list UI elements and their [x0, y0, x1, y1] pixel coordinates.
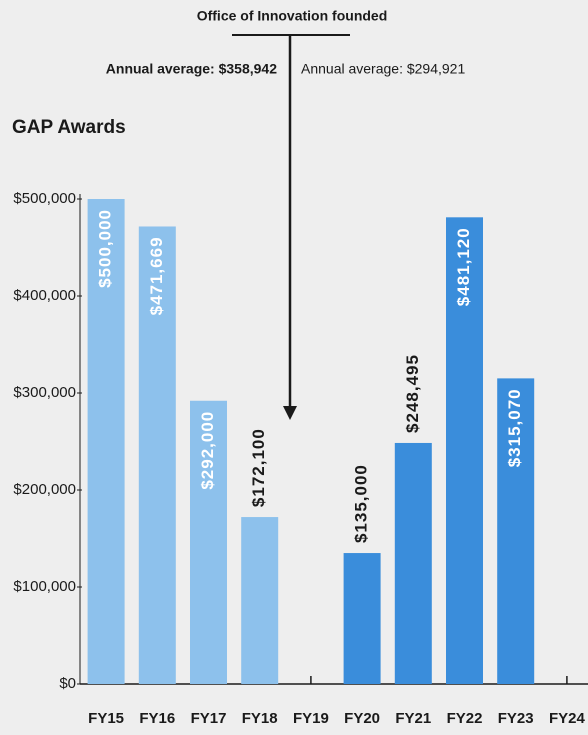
bar: [190, 400, 227, 684]
x-tick-label: FY15: [88, 710, 124, 727]
x-tick-label: FY20: [344, 710, 380, 727]
value-label: $248,495: [403, 354, 422, 433]
bar: [394, 442, 432, 684]
value-label: $315,070: [505, 388, 524, 467]
y-tick-label: $200,000: [13, 481, 76, 498]
event-annotation: Office of Innovation founded: [197, 8, 388, 24]
x-tick-label: FY17: [191, 710, 227, 727]
bar: [446, 217, 483, 684]
chart-title: GAP Awards: [12, 117, 126, 138]
y-tick-label: $500,000: [13, 190, 76, 207]
bar: [138, 226, 176, 684]
x-tick-label: FY21: [395, 710, 431, 727]
x-tick-label: FY22: [447, 710, 483, 727]
y-tick-label: $100,000: [13, 578, 76, 595]
average-after: Annual average: $294,921: [301, 61, 465, 77]
value-label: $172,100: [249, 428, 268, 507]
x-tick-label: FY16: [139, 710, 175, 727]
average-before: Annual average: $358,942: [106, 61, 277, 77]
x-tick-label: FY24: [549, 710, 586, 727]
bar: [241, 517, 279, 684]
value-label: $135,000: [352, 464, 371, 543]
x-tick-label: FY18: [242, 710, 278, 727]
bar: [343, 553, 381, 684]
y-tick-label: $0: [59, 675, 76, 692]
value-label: $292,000: [198, 411, 217, 490]
arrow-head: [283, 406, 297, 420]
x-tick-label: FY23: [498, 710, 534, 727]
x-tick-label: FY19: [293, 710, 329, 727]
value-label: $471,669: [147, 236, 166, 315]
y-tick-label: $400,000: [13, 287, 76, 304]
value-label: $481,120: [454, 227, 473, 306]
value-label: $500,000: [96, 209, 115, 288]
y-tick-label: $300,000: [13, 384, 76, 401]
bar: [497, 378, 535, 684]
bar: [87, 199, 125, 684]
